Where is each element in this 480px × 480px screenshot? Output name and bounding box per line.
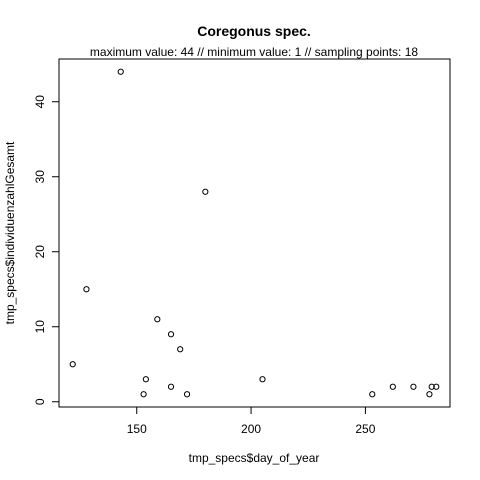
data-point <box>167 383 175 390</box>
y-tick-label: 20 <box>33 245 47 259</box>
y-tick-label: 40 <box>33 95 47 109</box>
y-tick-label: 10 <box>33 320 47 334</box>
y-tick-label: 0 <box>33 398 47 405</box>
data-point <box>410 383 417 390</box>
x-axis: 150 200 250 <box>127 406 376 436</box>
data-point <box>83 286 90 293</box>
plot-frame <box>58 58 451 408</box>
data-point <box>117 68 124 75</box>
data-point <box>154 316 161 323</box>
data-point <box>177 346 184 353</box>
y-axis-label: tmp_specs$individuenzahlGesamt <box>3 141 17 324</box>
data-points <box>69 68 440 398</box>
data-point <box>428 383 435 390</box>
data-point <box>426 391 433 398</box>
chart-subtitle: maximum value: 44 // minimum value: 1 //… <box>90 45 418 59</box>
data-point <box>433 383 440 390</box>
data-point <box>140 391 147 398</box>
data-point <box>69 361 76 368</box>
data-point <box>167 331 175 338</box>
x-tick-label: 150 <box>127 422 147 436</box>
data-point <box>369 391 376 398</box>
y-axis: 0 10 20 30 40 <box>33 95 60 405</box>
chart-title: Coregonus spec. <box>197 23 311 39</box>
data-point <box>142 376 149 383</box>
y-tick-label: 30 <box>33 170 47 184</box>
x-axis-label: tmp_specs$day_of_year <box>189 451 320 465</box>
data-point <box>202 188 209 195</box>
data-point <box>259 376 266 383</box>
x-tick-label: 250 <box>355 422 375 436</box>
data-point <box>183 391 191 398</box>
data-point <box>389 383 396 390</box>
x-tick-label: 200 <box>241 422 261 436</box>
